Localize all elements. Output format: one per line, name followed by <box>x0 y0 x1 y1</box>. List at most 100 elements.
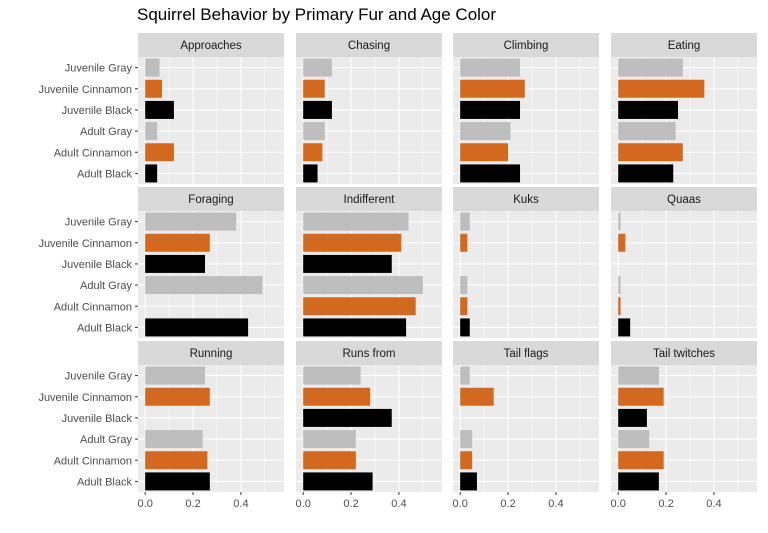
bar-runs-from-adult-cinnamon <box>303 451 356 470</box>
bar-climbing-juvenile-cinnamon <box>460 79 525 98</box>
bar-climbing-juvenile-gray <box>460 58 521 77</box>
bar-approaches-juvenile-cinnamon <box>145 79 162 98</box>
panel-runs-from <box>296 365 442 492</box>
bar-running-adult-gray <box>145 430 203 449</box>
bar-tail-flags-adult-black <box>460 472 477 491</box>
bar-approaches-adult-cinnamon <box>145 143 174 162</box>
y-tick-label: Adult Black <box>77 322 133 334</box>
bar-runs-from-adult-gray <box>303 430 356 449</box>
y-tick-label: Juvenile Black <box>62 413 133 425</box>
bar-indifferent-adult-black <box>303 318 407 337</box>
bar-foraging-adult-black <box>145 318 249 337</box>
x-tick-label: 0.4 <box>233 498 248 510</box>
panel-kuks <box>453 211 599 338</box>
bar-runs-from-adult-black <box>303 472 373 491</box>
bar-foraging-juvenile-black <box>145 254 206 273</box>
bar-approaches-juvenile-black <box>145 100 174 119</box>
x-tick-label: 0.2 <box>343 498 358 510</box>
y-tick-label: Juvenile Gray <box>65 217 133 229</box>
y-tick-label: Adult Cinnamon <box>54 301 132 313</box>
y-tick-label: Adult Cinnamon <box>54 147 132 159</box>
bar-tail-twitches-adult-black <box>618 472 659 491</box>
bar-approaches-adult-gray <box>145 122 158 141</box>
x-tick-label: 0.2 <box>658 498 673 510</box>
bar-runs-from-juvenile-gray <box>303 366 361 385</box>
x-tick-label: 0.0 <box>453 498 468 510</box>
panel-chasing <box>296 57 442 184</box>
facet-label-quaas: Quaas <box>667 194 701 206</box>
bar-kuks-juvenile-gray <box>460 212 470 231</box>
bar-eating-juvenile-gray <box>618 58 683 77</box>
bar-tail-flags-adult-gray <box>460 430 473 449</box>
bar-indifferent-juvenile-gray <box>303 212 409 231</box>
facet-strip-runs-from <box>296 341 442 365</box>
bar-kuks-adult-black <box>460 318 470 337</box>
y-tick-label: Juvenile Gray <box>65 371 133 383</box>
bar-kuks-adult-gray <box>460 276 468 295</box>
x-tick-label: 0.0 <box>296 498 311 510</box>
bar-quaas-adult-cinnamon <box>618 297 621 316</box>
bar-indifferent-juvenile-black <box>303 254 392 273</box>
x-tick-label: 0.4 <box>391 498 406 510</box>
bar-tail-flags-adult-cinnamon <box>460 451 473 470</box>
bar-eating-adult-gray <box>618 122 676 141</box>
bar-tail-twitches-juvenile-black <box>618 408 647 427</box>
facet-label-kuks: Kuks <box>513 194 539 206</box>
facet-strip-tail-twitches <box>611 341 757 365</box>
y-tick-label: Adult Gray <box>80 126 132 138</box>
facet-strip-tail-flags <box>453 341 599 365</box>
bar-running-adult-black <box>145 472 210 491</box>
bar-chasing-juvenile-black <box>303 100 332 119</box>
bar-indifferent-adult-gray <box>303 276 423 295</box>
panel-eating <box>611 57 757 184</box>
x-tick-label: 0.4 <box>706 498 721 510</box>
bar-climbing-adult-cinnamon <box>460 143 509 162</box>
bar-runs-from-juvenile-cinnamon <box>303 387 371 406</box>
panel-quaas <box>611 211 757 338</box>
facet-strip-kuks <box>453 187 599 211</box>
x-tick-label: 0.0 <box>138 498 153 510</box>
x-tick-label: 0.0 <box>611 498 626 510</box>
facet-strip-indifferent <box>296 187 442 211</box>
y-tick-label: Juvenile Cinnamon <box>38 392 132 404</box>
facet-label-tail-twitches: Tail twitches <box>653 348 715 360</box>
facet-label-approaches: Approaches <box>180 40 242 52</box>
facet-strip-chasing <box>296 33 442 57</box>
bar-approaches-adult-black <box>145 164 158 183</box>
panel-tail-twitches <box>611 365 757 492</box>
y-tick-label: Adult Gray <box>80 434 132 446</box>
bar-kuks-juvenile-cinnamon <box>460 233 468 252</box>
facet-label-eating: Eating <box>668 40 701 52</box>
bar-climbing-juvenile-black <box>460 100 521 119</box>
bar-approaches-juvenile-gray <box>145 58 160 77</box>
x-tick-label: 0.4 <box>548 498 563 510</box>
bar-chasing-adult-black <box>303 164 318 183</box>
panel-climbing <box>453 57 599 184</box>
y-tick-label: Juvenile Cinnamon <box>38 238 132 250</box>
bar-running-juvenile-cinnamon <box>145 387 210 406</box>
bar-tail-flags-juvenile-cinnamon <box>460 387 494 406</box>
facet-label-foraging: Foraging <box>188 194 233 206</box>
facet-strip-eating <box>611 33 757 57</box>
y-tick-label: Adult Black <box>77 168 133 180</box>
panel-foraging <box>138 211 284 338</box>
bar-runs-from-juvenile-black <box>303 408 392 427</box>
bar-running-juvenile-gray <box>145 366 206 385</box>
chart-title: Squirrel Behavior by Primary Fur and Age… <box>137 5 497 24</box>
facet-strip-foraging <box>138 187 284 211</box>
bar-foraging-juvenile-gray <box>145 212 237 231</box>
panel-approaches <box>138 57 284 184</box>
bar-tail-twitches-juvenile-gray <box>618 366 659 385</box>
bar-eating-adult-black <box>618 164 674 183</box>
bar-quaas-adult-gray <box>618 276 621 295</box>
bar-quaas-adult-black <box>618 318 631 337</box>
y-tick-label: Juvenile Black <box>62 105 133 117</box>
bar-chasing-juvenile-gray <box>303 58 332 77</box>
bar-eating-juvenile-black <box>618 100 679 119</box>
y-tick-label: Juvenile Black <box>62 259 133 271</box>
bar-foraging-adult-gray <box>145 276 263 295</box>
bar-chasing-adult-gray <box>303 122 325 141</box>
facet-strip-running <box>138 341 284 365</box>
bar-tail-twitches-juvenile-cinnamon <box>618 387 664 406</box>
facet-strip-quaas <box>611 187 757 211</box>
